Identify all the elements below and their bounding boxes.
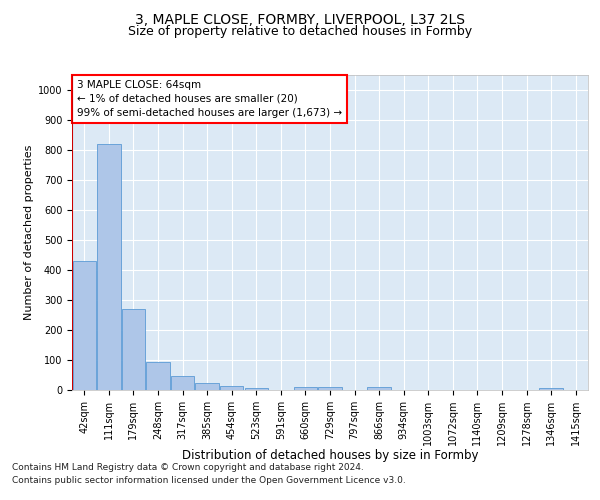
Bar [122,309,145,390]
Bar [220,386,244,390]
Text: 3 MAPLE CLOSE: 64sqm
← 1% of detached houses are smaller (20)
99% of semi-detach: 3 MAPLE CLOSE: 64sqm ← 1% of detached ho… [77,80,342,118]
Bar [367,387,391,390]
Bar [294,387,317,390]
Y-axis label: Number of detached properties: Number of detached properties [23,145,34,320]
Bar [539,388,563,390]
X-axis label: Distribution of detached houses by size in Formby: Distribution of detached houses by size … [182,450,478,462]
Text: Contains HM Land Registry data © Crown copyright and database right 2024.: Contains HM Land Registry data © Crown c… [12,464,364,472]
Bar [97,144,121,390]
Bar [73,261,96,390]
Bar [171,376,194,390]
Text: Size of property relative to detached houses in Formby: Size of property relative to detached ho… [128,25,472,38]
Bar [146,362,170,390]
Text: 3, MAPLE CLOSE, FORMBY, LIVERPOOL, L37 2LS: 3, MAPLE CLOSE, FORMBY, LIVERPOOL, L37 2… [135,12,465,26]
Bar [245,388,268,390]
Text: Contains public sector information licensed under the Open Government Licence v3: Contains public sector information licen… [12,476,406,485]
Bar [196,384,219,390]
Bar [319,387,341,390]
